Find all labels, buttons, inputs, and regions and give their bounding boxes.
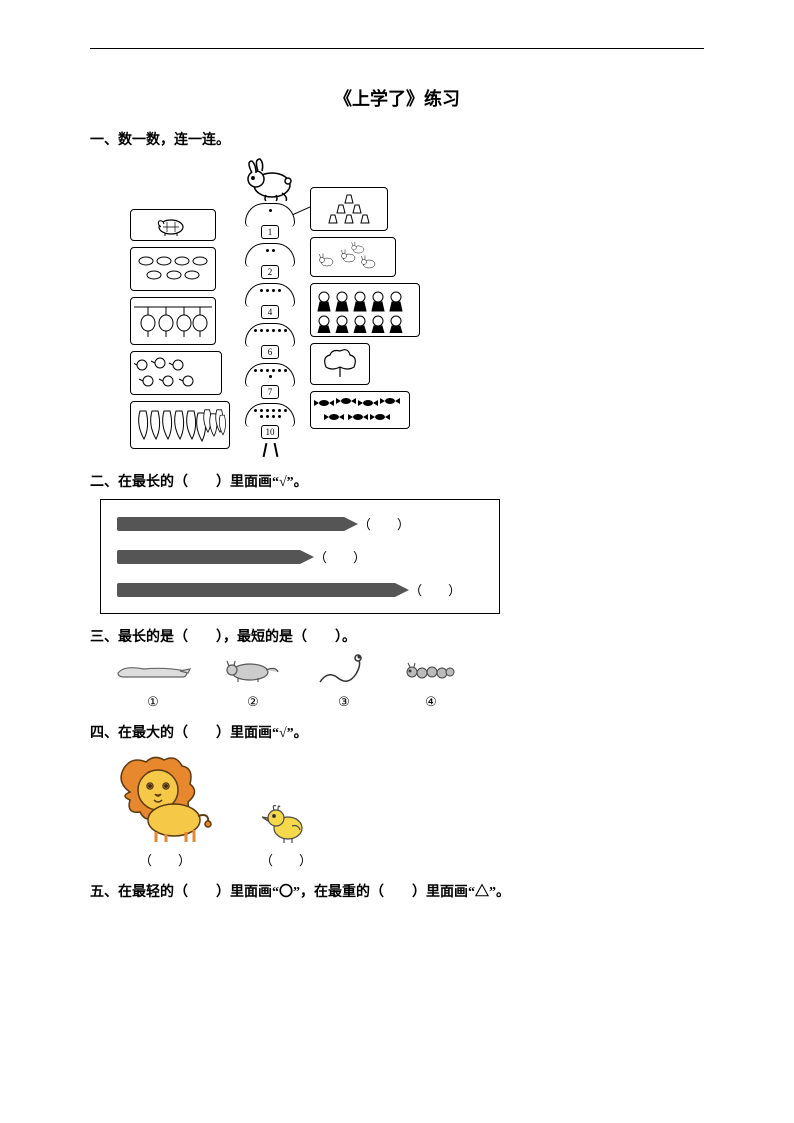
ex3-num-3: ③ — [338, 694, 350, 710]
mushroom-10-num: 10 — [261, 425, 279, 439]
mushroom-legs — [260, 443, 280, 459]
ex4-chick: （ ） — [260, 802, 312, 869]
ex5-heading: 五、在最轻的（ ）里面画“〇”，在最重的（ ）里面画“△”。 — [90, 881, 704, 901]
ex3-row: ① ② ③ ④ — [114, 654, 704, 710]
ex3-num-4: ④ — [425, 694, 437, 710]
box-tree[interactable] — [310, 343, 370, 385]
mushroom-2[interactable]: 2 — [245, 243, 295, 281]
crocodile-icon — [114, 654, 192, 688]
ex1-center-col: 1 2 4 6 7 10 — [238, 157, 302, 459]
ex4-blank-chick[interactable]: （ ） — [260, 850, 312, 869]
pencil-3 — [117, 583, 395, 597]
ex3-heading: 三、最长的是（ ），最短的是（ ）。 — [90, 626, 704, 646]
ex3-num-1: ① — [147, 694, 159, 710]
ex3-opt-2: ② — [222, 654, 284, 710]
box-birds[interactable] — [130, 351, 222, 395]
box-bottles[interactable] — [310, 187, 388, 231]
ex4-row: （ ） （ ） — [110, 752, 704, 869]
page-title: 《上学了》练习 — [90, 85, 704, 111]
ex3-num-2: ② — [247, 694, 259, 710]
box-candies[interactable] — [310, 391, 410, 429]
ex4-blank-lion[interactable]: （ ） — [139, 850, 191, 869]
blank-1[interactable]: （ ） — [358, 514, 410, 533]
mushroom-6-num: 6 — [261, 345, 279, 359]
box-lanterns[interactable] — [130, 297, 216, 345]
mushroom-6[interactable]: 6 — [245, 323, 295, 361]
blank-3[interactable]: （ ） — [409, 580, 461, 599]
ex2-panel: （ ） （ ） （ ） — [100, 499, 500, 614]
ex1-left-col — [130, 209, 230, 449]
cat-icon — [222, 654, 284, 688]
caterpillar-icon — [404, 654, 458, 688]
ex3-opt-1: ① — [114, 654, 192, 710]
mushroom-1-num: 1 — [261, 225, 279, 239]
ex3-opt-3: ③ — [314, 654, 374, 710]
box-eggplants[interactable] — [130, 401, 230, 449]
ex3-opt-4: ④ — [404, 654, 458, 710]
box-turtle[interactable] — [130, 209, 216, 241]
snake-icon — [314, 654, 374, 688]
pencil-row-1: （ ） — [117, 514, 483, 533]
chick-icon — [262, 802, 310, 844]
ex4-lion: （ ） — [110, 752, 220, 869]
pencil-row-3: （ ） — [117, 580, 483, 599]
lion-icon — [110, 752, 220, 844]
box-rabbits[interactable] — [310, 237, 396, 277]
pencil-row-2: （ ） — [117, 547, 483, 566]
ex4-heading: 四、在最大的（ ）里面画“√”。 — [90, 722, 704, 742]
header-rule — [90, 48, 704, 49]
pencil-1 — [117, 517, 344, 531]
pencil-2 — [117, 550, 300, 564]
mushroom-1[interactable]: 1 — [245, 203, 295, 241]
mushroom-4-num: 4 — [261, 305, 279, 319]
mushroom-10[interactable]: 10 — [245, 403, 295, 441]
ex1-figure: 1 2 4 6 7 10 — [130, 157, 704, 459]
box-cups[interactable] — [130, 247, 216, 291]
rabbit-icon — [238, 157, 302, 201]
mushroom-7-num: 7 — [261, 385, 279, 399]
blank-2[interactable]: （ ） — [314, 547, 366, 566]
ex1-heading: 一、数一数，连一连。 — [90, 129, 704, 149]
box-children[interactable] — [310, 283, 420, 337]
mushroom-4[interactable]: 4 — [245, 283, 295, 321]
mushroom-7[interactable]: 7 — [245, 363, 295, 401]
mushroom-2-num: 2 — [261, 265, 279, 279]
ex2-heading: 二、在最长的（ ）里面画“√”。 — [90, 471, 704, 491]
ex1-right-col — [310, 187, 420, 429]
